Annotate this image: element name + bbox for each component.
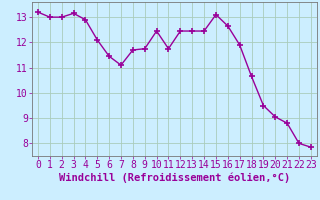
X-axis label: Windchill (Refroidissement éolien,°C): Windchill (Refroidissement éolien,°C)	[59, 173, 290, 183]
